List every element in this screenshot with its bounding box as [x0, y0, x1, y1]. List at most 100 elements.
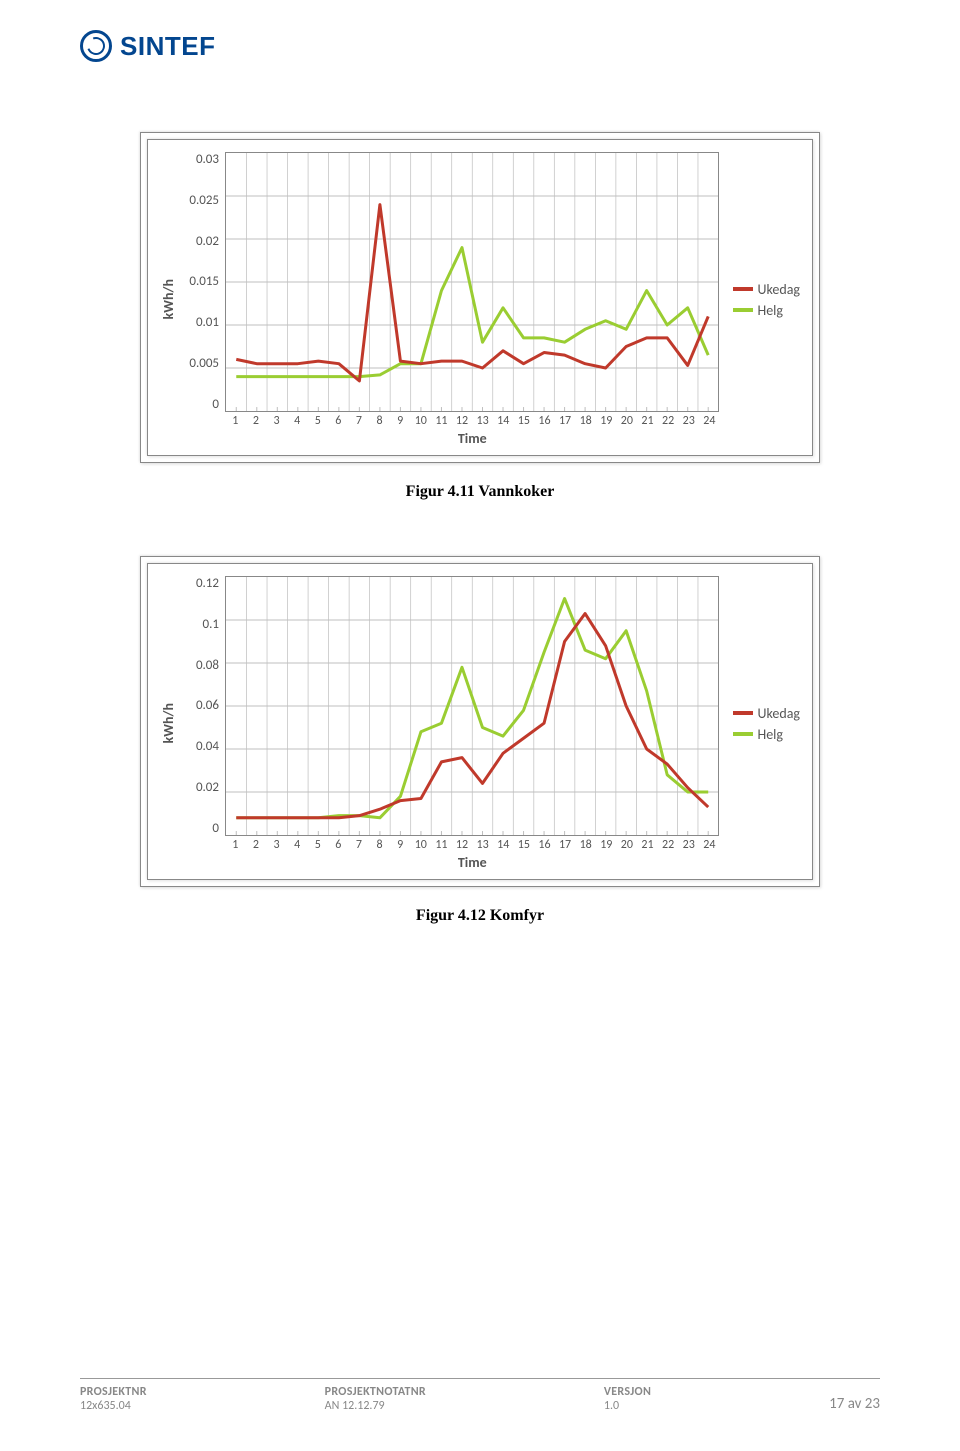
ytick: 0.08 [181, 658, 219, 673]
xtick: 22 [658, 838, 679, 852]
ytick: 0.01 [181, 315, 219, 330]
chart1-legend: Ukedag Helg [719, 277, 800, 323]
xtick: 17 [555, 414, 576, 428]
ytick: 0.015 [181, 274, 219, 289]
chart2-plot-area [225, 576, 719, 836]
footer-page-number: 17 av 23 [829, 1395, 880, 1413]
ytick: 0.03 [181, 152, 219, 167]
legend-swatch [733, 732, 753, 736]
legend-item: Helg [733, 302, 800, 319]
chart-komfyr: kWh/h 0.120.10.080.060.040.020 123456789… [140, 556, 820, 887]
xtick: 4 [287, 414, 308, 428]
xtick: 11 [431, 838, 452, 852]
xtick: 21 [637, 414, 658, 428]
chart1-caption: Figur 4.11 Vannkoker [80, 483, 880, 501]
xtick: 24 [699, 414, 720, 428]
legend-item: Ukedag [733, 281, 800, 298]
chart2-legend: Ukedag Helg [719, 701, 800, 747]
xtick: 5 [307, 414, 328, 428]
legend-swatch [733, 287, 753, 291]
legend-label: Helg [757, 726, 783, 743]
ytick: 0 [181, 821, 219, 836]
xtick: 7 [349, 414, 370, 428]
xtick: 3 [266, 414, 287, 428]
chart1-plot-area [225, 152, 719, 412]
xtick: 8 [369, 838, 390, 852]
chart-body: kWh/h 0.030.0250.020.0150.010.0050 12345… [160, 152, 719, 447]
xtick: 2 [246, 414, 267, 428]
legend-label: Ukedag [757, 281, 800, 298]
xtick: 14 [493, 838, 514, 852]
ytick: 0.005 [181, 356, 219, 371]
chart1-xticks: 123456789101112131415161718192021222324 [225, 412, 719, 428]
xtick: 19 [596, 838, 617, 852]
xtick: 21 [637, 838, 658, 852]
sintef-logo-text: SINTEF [120, 31, 215, 62]
xtick: 14 [493, 414, 514, 428]
xtick: 6 [328, 414, 349, 428]
chart-vannkoker: kWh/h 0.030.0250.020.0150.010.0050 12345… [140, 132, 820, 463]
xtick: 15 [514, 414, 535, 428]
ytick: 0 [181, 397, 219, 412]
xtick: 1 [225, 414, 246, 428]
xtick: 9 [390, 414, 411, 428]
page-footer: PROSJEKTNR 12x635.04 PROSJEKTNOTATNR AN … [80, 1378, 880, 1413]
xtick: 4 [287, 838, 308, 852]
ytick: 0.1 [181, 617, 219, 632]
xtick: 13 [472, 414, 493, 428]
chart2-xticks: 123456789101112131415161718192021222324 [225, 836, 719, 852]
xtick: 11 [431, 414, 452, 428]
xtick: 24 [699, 838, 720, 852]
sintef-logo-icon [80, 30, 112, 62]
legend-item: Helg [733, 726, 800, 743]
chart1-yticks: 0.03 0.025 0.02 0.015 0.01 0.005 0 [181, 152, 225, 412]
chart1-xlabel: Time [225, 430, 719, 447]
xtick: 10 [410, 838, 431, 852]
xtick: 20 [617, 414, 638, 428]
xtick: 15 [514, 838, 535, 852]
xtick: 17 [555, 838, 576, 852]
ytick: 0.02 [181, 234, 219, 249]
xtick: 6 [328, 838, 349, 852]
ytick: 0.06 [181, 698, 219, 713]
xtick: 20 [617, 838, 638, 852]
header-logo: SINTEF [80, 30, 880, 62]
legend-swatch [733, 308, 753, 312]
xtick: 13 [472, 838, 493, 852]
chart1-ylabel: kWh/h [160, 279, 177, 319]
chart2-yticks: 0.12 0.1 0.08 0.06 0.04 0.02 0 [181, 576, 225, 836]
footer-col3-value: 1.0 [604, 1399, 651, 1413]
ytick: 0.025 [181, 193, 219, 208]
xtick: 8 [369, 414, 390, 428]
xtick: 22 [658, 414, 679, 428]
footer-prosjektnr: PROSJEKTNR 12x635.04 [80, 1385, 147, 1413]
xtick: 23 [678, 414, 699, 428]
ytick: 0.02 [181, 780, 219, 795]
chart2-plotcol: 123456789101112131415161718192021222324 … [225, 576, 719, 871]
xtick: 1 [225, 838, 246, 852]
xtick: 12 [452, 838, 473, 852]
xtick: 18 [575, 414, 596, 428]
xtick: 9 [390, 838, 411, 852]
footer-col1-value: 12x635.04 [80, 1399, 147, 1413]
footer-col2-label: PROSJEKTNOTATNR [325, 1385, 426, 1399]
chart-body: kWh/h 0.120.10.080.060.040.020 123456789… [160, 576, 719, 871]
xtick: 12 [452, 414, 473, 428]
xtick: 2 [246, 838, 267, 852]
xtick: 10 [410, 414, 431, 428]
legend-label: Helg [757, 302, 783, 319]
legend-label: Ukedag [757, 705, 800, 722]
chart1-plotcol: 123456789101112131415161718192021222324 … [225, 152, 719, 447]
xtick: 7 [349, 838, 370, 852]
footer-col3-label: VERSJON [604, 1385, 651, 1399]
ytick: 0.12 [181, 576, 219, 591]
xtick: 16 [534, 414, 555, 428]
xtick: 19 [596, 414, 617, 428]
xtick: 5 [307, 838, 328, 852]
chart2-xlabel: Time [225, 854, 719, 871]
chart-vannkoker-inner: kWh/h 0.030.0250.020.0150.010.0050 12345… [147, 139, 813, 456]
footer-col2-value: AN 12.12.79 [325, 1399, 426, 1413]
ytick: 0.04 [181, 739, 219, 754]
xtick: 3 [266, 838, 287, 852]
chart-komfyr-inner: kWh/h 0.120.10.080.060.040.020 123456789… [147, 563, 813, 880]
